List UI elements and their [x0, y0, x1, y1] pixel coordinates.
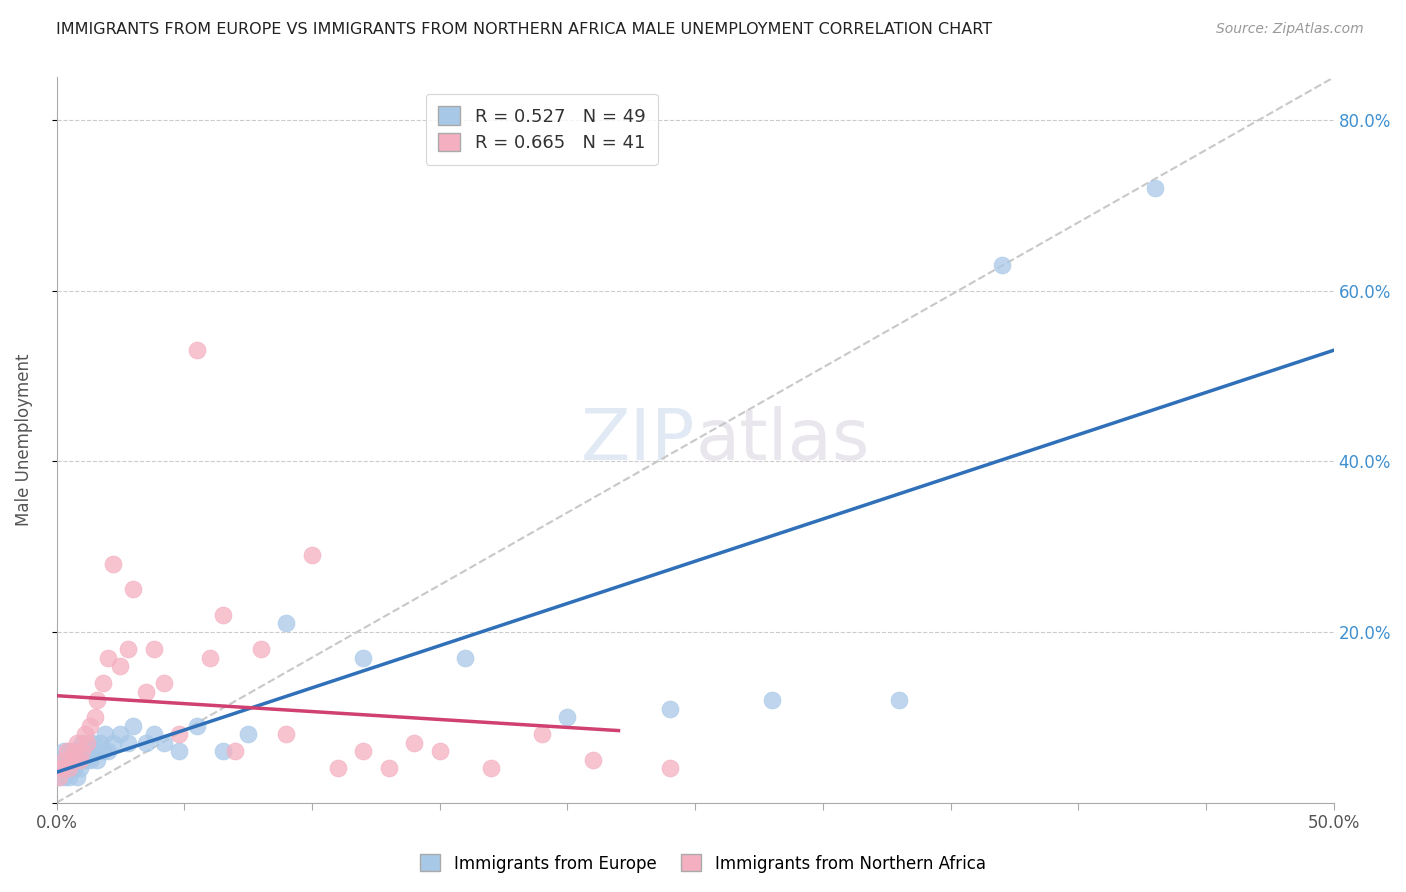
- Point: [70, 753, 93, 767]
- Point: [76, 744, 98, 758]
- Point: [101, 736, 124, 750]
- Point: [53, 753, 76, 767]
- Point: [66, 753, 89, 767]
- Point: [79, 753, 101, 767]
- Point: [84, 744, 107, 758]
- Point: [186, 343, 208, 358]
- Point: [76, 736, 98, 750]
- Point: [60, 753, 83, 767]
- Point: [48, 770, 70, 784]
- Point: [326, 762, 349, 776]
- Point: [51, 762, 73, 776]
- Point: [142, 642, 165, 657]
- Point: [86, 693, 108, 707]
- Point: [530, 727, 553, 741]
- Point: [276, 727, 298, 741]
- Point: [101, 557, 124, 571]
- Point: [122, 582, 145, 597]
- Point: [60, 753, 83, 767]
- Point: [377, 762, 399, 776]
- Text: ZIP: ZIP: [581, 406, 695, 475]
- Point: [89, 736, 111, 750]
- Point: [211, 607, 233, 622]
- Point: [454, 650, 477, 665]
- Point: [117, 642, 139, 657]
- Point: [56, 753, 79, 767]
- Point: [117, 736, 139, 750]
- Point: [79, 719, 101, 733]
- Point: [198, 650, 221, 665]
- Point: [66, 736, 89, 750]
- Point: [582, 753, 605, 767]
- Point: [70, 744, 93, 758]
- Point: [167, 727, 190, 741]
- Text: IMMIGRANTS FROM EUROPE VS IMMIGRANTS FROM NORTHERN AFRICA MALE UNEMPLOYMENT CORR: IMMIGRANTS FROM EUROPE VS IMMIGRANTS FRO…: [56, 22, 993, 37]
- Point: [66, 770, 89, 784]
- Point: [167, 744, 190, 758]
- Point: [73, 727, 96, 741]
- Point: [63, 744, 86, 758]
- Point: [429, 744, 451, 758]
- Point: [91, 744, 114, 758]
- Point: [224, 744, 246, 758]
- Point: [70, 736, 93, 750]
- Point: [211, 744, 233, 758]
- Point: [73, 753, 96, 767]
- Point: [97, 744, 120, 758]
- Point: [276, 616, 298, 631]
- Point: [186, 719, 208, 733]
- Point: [84, 710, 107, 724]
- Point: [58, 744, 80, 758]
- Point: [58, 770, 80, 784]
- Point: [48, 770, 70, 784]
- Point: [404, 736, 426, 750]
- Legend: Immigrants from Europe, Immigrants from Northern Africa: Immigrants from Europe, Immigrants from …: [413, 847, 993, 880]
- Text: atlas: atlas: [695, 406, 869, 475]
- Point: [63, 744, 86, 758]
- Point: [250, 642, 273, 657]
- Point: [122, 719, 145, 733]
- Point: [82, 736, 104, 750]
- Point: [352, 744, 374, 758]
- Point: [58, 762, 80, 776]
- Point: [69, 744, 91, 758]
- Y-axis label: Male Unemployment: Male Unemployment: [15, 354, 32, 526]
- Point: [94, 727, 117, 741]
- Point: [352, 650, 374, 665]
- Point: [153, 676, 176, 690]
- Point: [135, 736, 157, 750]
- Point: [990, 258, 1012, 272]
- Point: [53, 770, 76, 784]
- Point: [889, 693, 911, 707]
- Point: [110, 727, 132, 741]
- Point: [51, 762, 73, 776]
- Point: [91, 676, 114, 690]
- Point: [69, 753, 91, 767]
- Point: [63, 762, 86, 776]
- Point: [51, 753, 73, 767]
- Point: [60, 762, 83, 776]
- Point: [658, 762, 681, 776]
- Point: [142, 727, 165, 741]
- Point: [135, 684, 157, 698]
- Point: [56, 762, 79, 776]
- Point: [761, 693, 783, 707]
- Point: [153, 736, 176, 750]
- Point: [301, 548, 323, 562]
- Point: [1143, 181, 1166, 195]
- Point: [56, 744, 79, 758]
- Point: [86, 753, 108, 767]
- Point: [110, 659, 132, 673]
- Text: Source: ZipAtlas.com: Source: ZipAtlas.com: [1216, 22, 1364, 37]
- Point: [53, 744, 76, 758]
- Point: [238, 727, 260, 741]
- Point: [658, 702, 681, 716]
- Point: [97, 650, 120, 665]
- Point: [557, 710, 579, 724]
- Point: [479, 762, 502, 776]
- Legend: R = 0.527   N = 49, R = 0.665   N = 41: R = 0.527 N = 49, R = 0.665 N = 41: [426, 94, 658, 165]
- Point: [69, 762, 91, 776]
